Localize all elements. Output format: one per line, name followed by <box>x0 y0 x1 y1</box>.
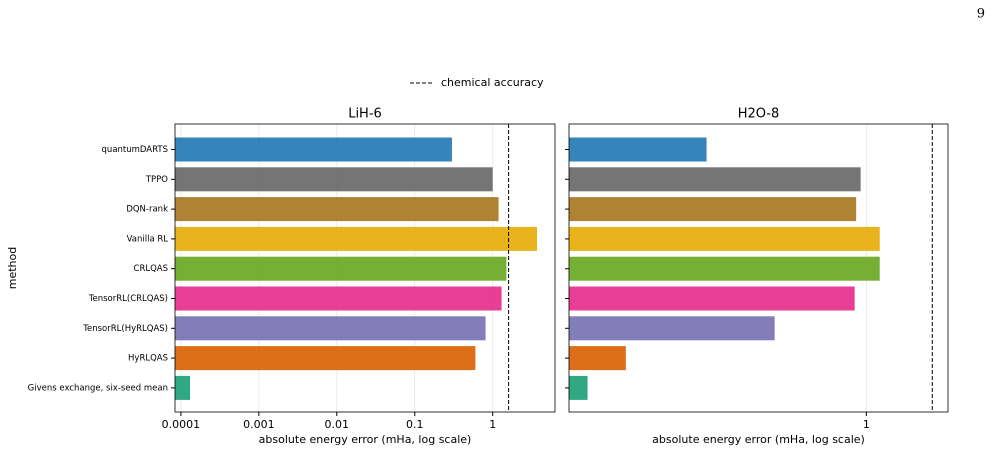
bar <box>175 286 502 311</box>
bar <box>175 137 452 162</box>
bar <box>569 137 707 162</box>
x-axis-label: absolute energy error (mHa, log scale) <box>652 433 865 446</box>
bar <box>569 256 880 281</box>
panel-title: LiH-6 <box>348 107 382 122</box>
legend-label: chemical accuracy <box>441 76 544 89</box>
y-tick-label: TensorRL(HyRLQAS) <box>82 324 168 334</box>
y-tick-label: DQN-rank <box>126 205 168 215</box>
y-tick-label: TPPO <box>145 175 168 185</box>
x-tick-label: 0.1 <box>406 418 424 431</box>
x-tick-label: 0.01 <box>325 418 350 431</box>
x-tick-label: 1 <box>489 418 496 431</box>
y-tick-label: TensorRL(CRLQAS) <box>88 294 168 304</box>
y-tick-label: quantumDARTS <box>102 145 168 155</box>
panel-title: H2O-8 <box>738 107 780 122</box>
y-axis-label: method <box>6 247 19 289</box>
bar <box>569 286 855 311</box>
y-tick-label: Givens exchange, six-seed mean <box>28 383 168 393</box>
y-tick-label: CRLQAS <box>134 264 168 274</box>
bar <box>175 256 507 281</box>
bar <box>569 226 880 251</box>
x-axis-label: absolute energy error (mHa, log scale) <box>259 433 472 446</box>
bar <box>175 346 476 371</box>
bar <box>569 167 861 192</box>
x-tick-label: 0.001 <box>243 418 275 431</box>
bar <box>175 226 537 251</box>
y-tick-label: HyRLQAS <box>128 354 168 364</box>
bar <box>175 197 499 222</box>
page-number: 9 <box>977 7 985 22</box>
bar <box>175 167 493 192</box>
x-tick-label: 1 <box>863 418 870 431</box>
y-tick-label: Vanilla RL <box>127 234 169 244</box>
bar <box>175 316 486 341</box>
bar <box>569 197 857 222</box>
bar <box>175 375 191 400</box>
axes-frame <box>568 123 949 413</box>
bar <box>569 375 588 400</box>
x-tick-label: 0.0001 <box>162 418 201 431</box>
bar <box>569 346 626 371</box>
bar <box>569 316 775 341</box>
axes-frame <box>174 123 556 413</box>
